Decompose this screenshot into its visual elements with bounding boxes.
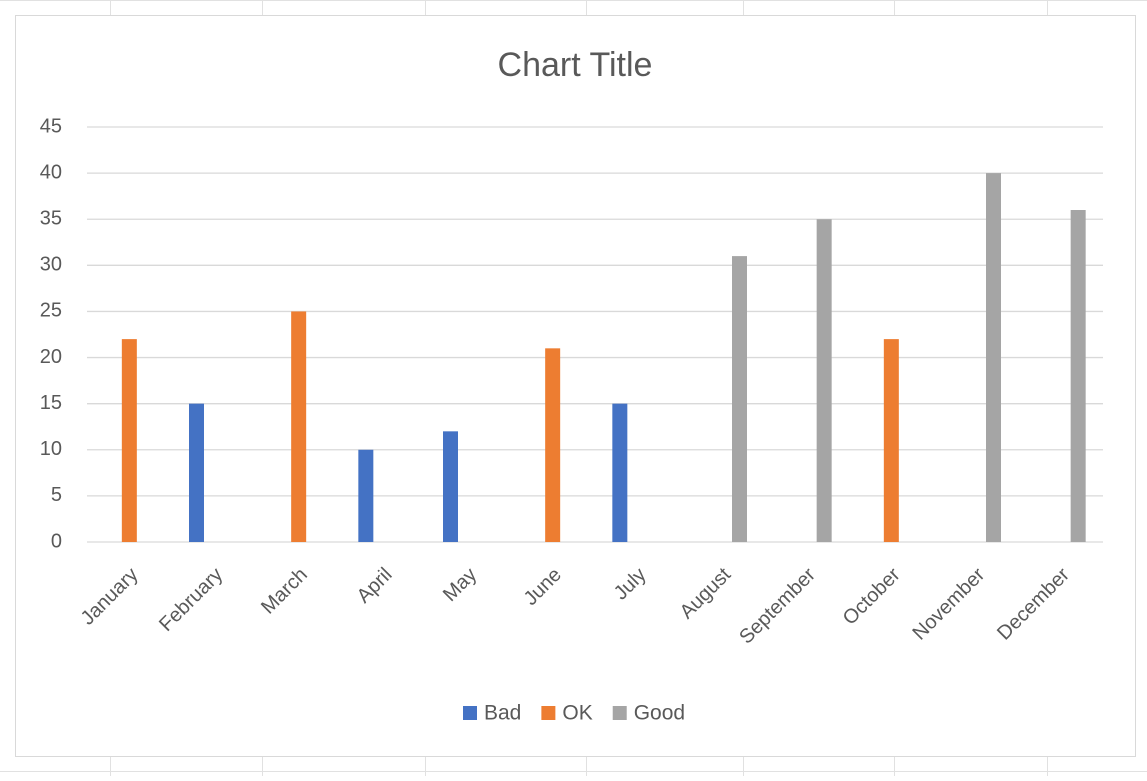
y-tick-label: 30 xyxy=(40,254,62,276)
bar xyxy=(816,219,832,542)
chart-title: Chart Title xyxy=(498,46,653,84)
y-tick-label: 25 xyxy=(40,300,62,322)
bar xyxy=(986,173,1001,542)
y-tick-label: 15 xyxy=(40,392,62,414)
legend-swatch xyxy=(541,706,556,720)
y-tick-label: 40 xyxy=(40,161,62,183)
bar xyxy=(732,256,747,542)
legend-label: Good xyxy=(634,702,685,725)
bar xyxy=(358,449,374,542)
bar xyxy=(612,403,628,542)
bar xyxy=(189,403,204,542)
y-tick-label: 35 xyxy=(40,208,62,230)
bar xyxy=(121,339,137,542)
legend-swatch xyxy=(463,706,477,720)
y-tick-label: 0 xyxy=(51,530,62,552)
bar xyxy=(291,311,307,542)
bar xyxy=(883,339,899,542)
legend-label: OK xyxy=(562,702,592,725)
y-tick-label: 20 xyxy=(40,346,62,368)
chart-area xyxy=(15,15,1136,757)
legend-label: Bad xyxy=(484,702,521,725)
legend-swatch xyxy=(612,706,627,720)
y-tick-label: 5 xyxy=(51,484,62,506)
y-tick-label: 10 xyxy=(40,438,62,460)
bar xyxy=(545,348,561,542)
bar xyxy=(1070,210,1086,542)
y-tick-label: 45 xyxy=(40,115,62,137)
bar xyxy=(443,431,458,542)
